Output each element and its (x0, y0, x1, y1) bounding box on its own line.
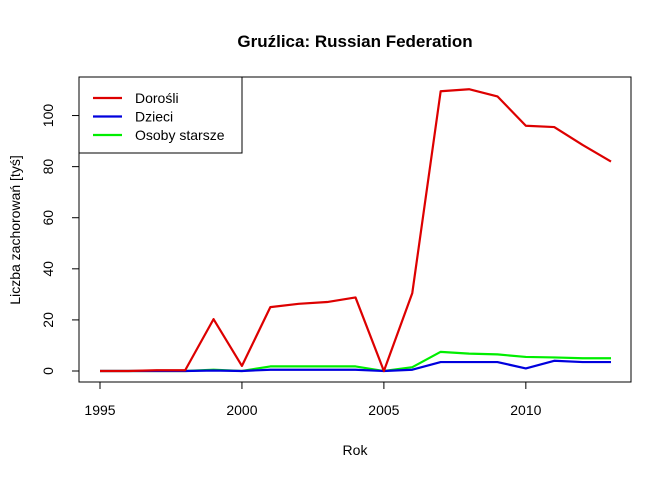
legend-entry: Dorośli (135, 90, 179, 106)
y-axis: 0 20 40 60 80 100 (40, 104, 80, 375)
y-tick-label: 40 (40, 261, 56, 277)
legend-box (78, 76, 243, 154)
y-tick-label: 100 (40, 104, 56, 128)
x-tick-label: 2005 (368, 402, 399, 418)
x-tick-label: 1995 (84, 402, 115, 418)
series-layer (100, 88, 612, 373)
y-tick-label: 60 (40, 210, 56, 226)
y-tick-label: 80 (40, 159, 56, 175)
chart-title: Gruźlica: Russian Federation (237, 32, 472, 51)
x-axis: 1995 2000 2005 2010 (84, 381, 542, 418)
legend-entry: Dzieci (135, 109, 173, 125)
series-line-osoby-starsze (100, 350, 611, 373)
y-tick-label: 0 (40, 367, 56, 375)
x-tick-label: 2010 (510, 402, 541, 418)
x-axis-label: Rok (343, 442, 369, 458)
legend-entry: Osoby starsze (135, 127, 225, 143)
x-tick-label: 2000 (226, 402, 257, 418)
legend: Dorośli Dzieci Osoby starsze (78, 76, 243, 154)
y-axis-label: Liczba zachorowań [tyś] (7, 155, 23, 304)
y-tick-label: 20 (40, 312, 56, 328)
series-line-dorośli (100, 88, 612, 373)
